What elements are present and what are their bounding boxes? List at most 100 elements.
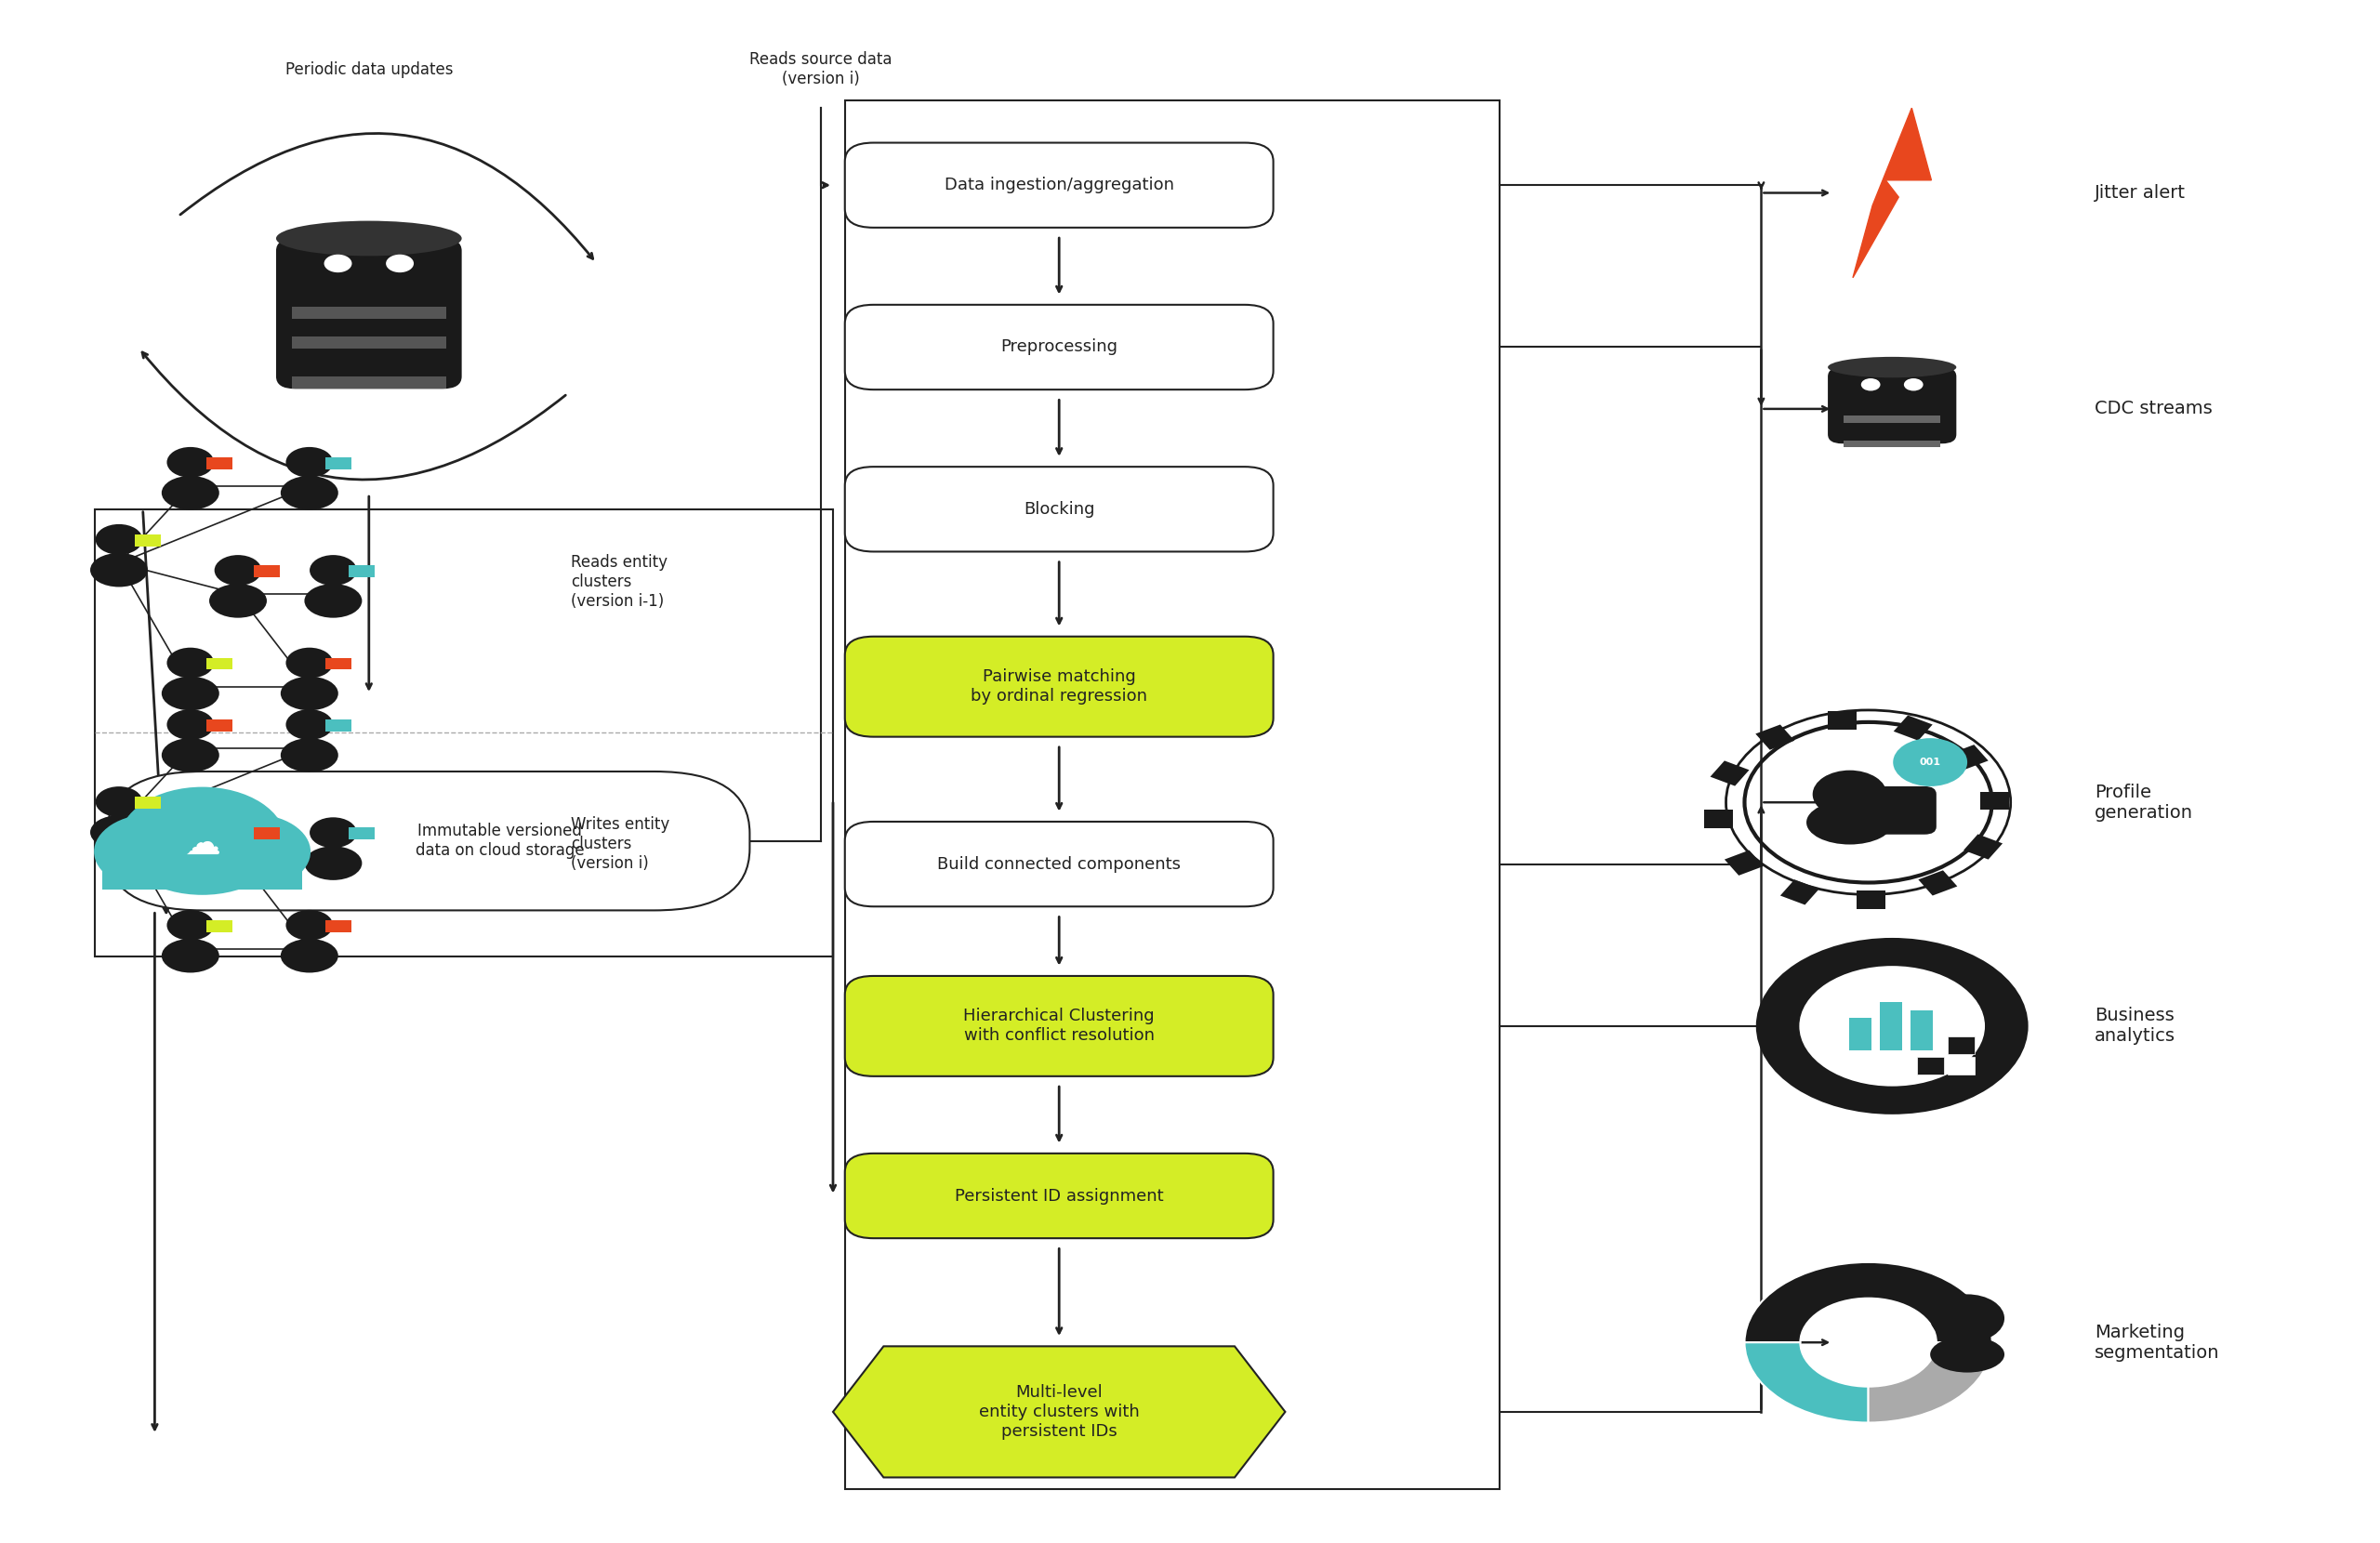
Bar xyxy=(350,565,376,577)
Bar xyxy=(1828,711,1856,730)
Ellipse shape xyxy=(162,676,219,710)
Bar xyxy=(207,457,233,469)
Ellipse shape xyxy=(276,221,462,256)
FancyBboxPatch shape xyxy=(107,772,750,910)
Text: ☁: ☁ xyxy=(183,826,221,861)
Circle shape xyxy=(1814,770,1887,818)
Ellipse shape xyxy=(90,815,148,849)
Bar xyxy=(1918,870,1956,895)
Text: Pairwise matching
by ordinal regression: Pairwise matching by ordinal regression xyxy=(971,668,1147,705)
Text: CDC streams: CDC streams xyxy=(2094,400,2213,418)
Circle shape xyxy=(214,818,262,847)
Circle shape xyxy=(286,447,333,477)
Ellipse shape xyxy=(281,738,338,772)
Ellipse shape xyxy=(281,938,338,972)
Bar xyxy=(1916,1037,1944,1054)
Bar xyxy=(1844,440,1940,447)
Ellipse shape xyxy=(305,583,362,617)
Ellipse shape xyxy=(1904,378,1923,390)
Bar xyxy=(1849,1018,1871,1051)
Bar xyxy=(326,920,352,932)
Bar xyxy=(326,457,352,469)
FancyBboxPatch shape xyxy=(276,238,462,389)
Bar xyxy=(1894,716,1933,741)
Ellipse shape xyxy=(305,846,362,880)
FancyBboxPatch shape xyxy=(1828,367,1956,444)
Text: Jitter alert: Jitter alert xyxy=(2094,184,2185,202)
Circle shape xyxy=(309,555,357,585)
Text: Hierarchical Clustering
with conflict resolution: Hierarchical Clustering with conflict re… xyxy=(964,1008,1154,1045)
Circle shape xyxy=(119,787,286,895)
Bar xyxy=(1911,1011,1933,1051)
Circle shape xyxy=(167,910,214,941)
Bar xyxy=(293,336,447,349)
Text: Reads entity
clusters
(version i-1): Reads entity clusters (version i-1) xyxy=(571,554,669,609)
Ellipse shape xyxy=(1916,1026,2004,1066)
Text: Persistent ID assignment: Persistent ID assignment xyxy=(954,1188,1164,1204)
Ellipse shape xyxy=(281,475,338,509)
Circle shape xyxy=(95,815,212,889)
Text: Writes entity
clusters
(version i): Writes entity clusters (version i) xyxy=(571,816,671,872)
FancyBboxPatch shape xyxy=(845,821,1273,906)
Bar xyxy=(1980,792,2009,810)
Ellipse shape xyxy=(386,255,414,273)
Text: Immutable versioned
data on cloud storage: Immutable versioned data on cloud storag… xyxy=(416,822,583,859)
Ellipse shape xyxy=(162,475,219,509)
Bar xyxy=(255,827,281,839)
Bar xyxy=(1844,415,1940,423)
Text: Preprocessing: Preprocessing xyxy=(1000,339,1119,355)
Bar xyxy=(1780,880,1818,904)
Circle shape xyxy=(1930,1295,2004,1342)
Ellipse shape xyxy=(1806,801,1892,844)
Bar xyxy=(845,100,1499,1489)
Bar xyxy=(293,376,447,389)
Text: 001: 001 xyxy=(1921,758,1940,767)
FancyBboxPatch shape xyxy=(845,142,1273,227)
Wedge shape xyxy=(1868,1342,1992,1423)
FancyBboxPatch shape xyxy=(845,1154,1273,1237)
Wedge shape xyxy=(1745,1262,1992,1342)
Bar xyxy=(1756,725,1795,750)
Circle shape xyxy=(214,555,262,585)
Text: Build connected components: Build connected components xyxy=(938,856,1180,872)
Circle shape xyxy=(286,648,333,679)
Text: Reads source data
(version i): Reads source data (version i) xyxy=(750,51,892,88)
Circle shape xyxy=(95,525,143,554)
Text: Periodic data updates: Periodic data updates xyxy=(286,62,452,77)
Polygon shape xyxy=(1854,108,1933,278)
Circle shape xyxy=(95,787,143,816)
Circle shape xyxy=(1799,966,1985,1086)
Text: Data ingestion/aggregation: Data ingestion/aggregation xyxy=(945,177,1173,193)
Ellipse shape xyxy=(281,676,338,710)
Bar xyxy=(255,565,281,577)
Bar xyxy=(326,719,352,731)
Circle shape xyxy=(167,447,214,477)
Bar xyxy=(1856,890,1885,909)
Circle shape xyxy=(195,815,312,889)
Bar xyxy=(1726,850,1764,875)
Bar xyxy=(207,920,233,932)
Circle shape xyxy=(1916,978,2004,1034)
FancyBboxPatch shape xyxy=(1875,787,1937,835)
Bar xyxy=(1949,745,1987,770)
Circle shape xyxy=(1756,938,2028,1114)
Bar xyxy=(1711,761,1749,785)
Ellipse shape xyxy=(90,552,148,586)
Ellipse shape xyxy=(1861,378,1880,390)
Bar xyxy=(207,657,233,670)
Bar xyxy=(136,534,162,546)
Circle shape xyxy=(309,818,357,847)
Wedge shape xyxy=(1745,1342,1868,1423)
FancyBboxPatch shape xyxy=(845,977,1273,1077)
FancyBboxPatch shape xyxy=(845,466,1273,551)
Circle shape xyxy=(1892,738,1968,787)
FancyBboxPatch shape xyxy=(845,636,1273,736)
Text: Profile
generation: Profile generation xyxy=(2094,784,2192,821)
Bar xyxy=(1947,1037,1975,1054)
Ellipse shape xyxy=(209,583,267,617)
Bar xyxy=(1947,1057,1975,1074)
FancyBboxPatch shape xyxy=(845,304,1273,389)
Bar xyxy=(1964,835,2002,859)
Text: Blocking: Blocking xyxy=(1023,501,1095,517)
Bar xyxy=(1916,1057,1944,1074)
